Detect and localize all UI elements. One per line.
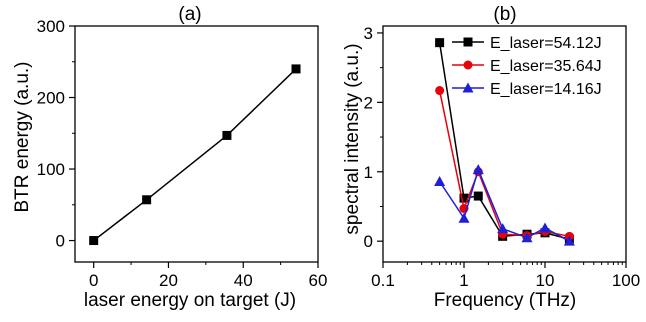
- panel-b-ytick-label: 1: [364, 163, 373, 182]
- legend-marker-0: [463, 37, 473, 47]
- panel-b-xtick-label: 100: [612, 271, 640, 290]
- panel-b-series-0-point: [473, 191, 483, 201]
- panel-a-ytick-label: 200: [37, 89, 65, 108]
- panel-a-plot-area: 0 20 40 60 0 100 200 300: [37, 17, 328, 290]
- panel-b-series-2-point: [563, 235, 575, 246]
- panel-a-series-0-point: [291, 64, 301, 74]
- panel-b-series-2-point: [472, 164, 484, 175]
- panel-b-legend: E_laser=54.12J E_laser=35.64J E_laser=14.1…: [452, 35, 602, 98]
- panel-b-series-1-point: [435, 86, 445, 96]
- panel-b-ytick-label: 0: [364, 232, 373, 251]
- panel-b-series-2-point: [539, 222, 551, 233]
- panel-a: (a) 0 20 40 60 0 100 200 300 laser energy on ta…: [12, 4, 327, 311]
- panel-b-ytick-label: 2: [364, 93, 373, 112]
- panel-b-title: (b): [493, 4, 516, 25]
- panel-a-series-0-line: [93, 68, 297, 242]
- panel-a-title: (a): [178, 4, 201, 25]
- panel-a-ytick-label: 0: [56, 232, 65, 251]
- panel-a-ytick-label: 300: [37, 17, 65, 36]
- panel-b-plot-area: 0.1 1 10 100 0 1 2 3: [364, 24, 641, 290]
- panel-b-xtick-label: 0.1: [371, 271, 395, 290]
- panel-b-ytick-label: 3: [364, 24, 373, 43]
- panel-a-frame: [74, 25, 319, 263]
- panel-a-ytick-label: 100: [37, 160, 65, 179]
- legend-label-0: E_laser=54.12J: [490, 35, 602, 52]
- panel-b-series-0-point: [435, 38, 445, 48]
- panel-a-series-0-point: [89, 236, 99, 246]
- panel-b-series-2-point: [521, 232, 533, 243]
- panel-b-ylabel: spectral intensity (a.u.): [342, 43, 363, 234]
- panel-a-ylabel: BTR energy (a.u.): [12, 62, 33, 213]
- legend-label-2: E_laser=14.16J: [490, 81, 602, 98]
- panel-b-frame: [382, 25, 627, 263]
- panel-b-xlabel: Frequency (THz): [434, 290, 577, 311]
- panel-b-xtick-label: 1: [459, 271, 468, 290]
- legend-marker-2: [462, 82, 474, 93]
- panel-b-series-2-point: [497, 223, 509, 234]
- panel-b-xtick-label: 10: [536, 271, 555, 290]
- panel-a-xtick-label: 40: [234, 271, 253, 290]
- panel-b-series-2-point: [434, 175, 446, 186]
- panel-a-xtick-label: 20: [159, 271, 178, 290]
- panel-a-xtick-label: 0: [89, 271, 98, 290]
- panel-a-xtick-label: 60: [309, 271, 328, 290]
- panel-a-xlabel: laser energy on target (J): [84, 290, 296, 311]
- panel-a-series-0-point: [142, 195, 152, 205]
- panel-b-series-2-point: [458, 212, 470, 223]
- legend-marker-1: [463, 60, 473, 70]
- panel-b-series-0-point: [459, 193, 469, 203]
- legend-label-1: E_laser=35.64J: [490, 58, 602, 75]
- panel-a-series-0-point: [222, 130, 232, 140]
